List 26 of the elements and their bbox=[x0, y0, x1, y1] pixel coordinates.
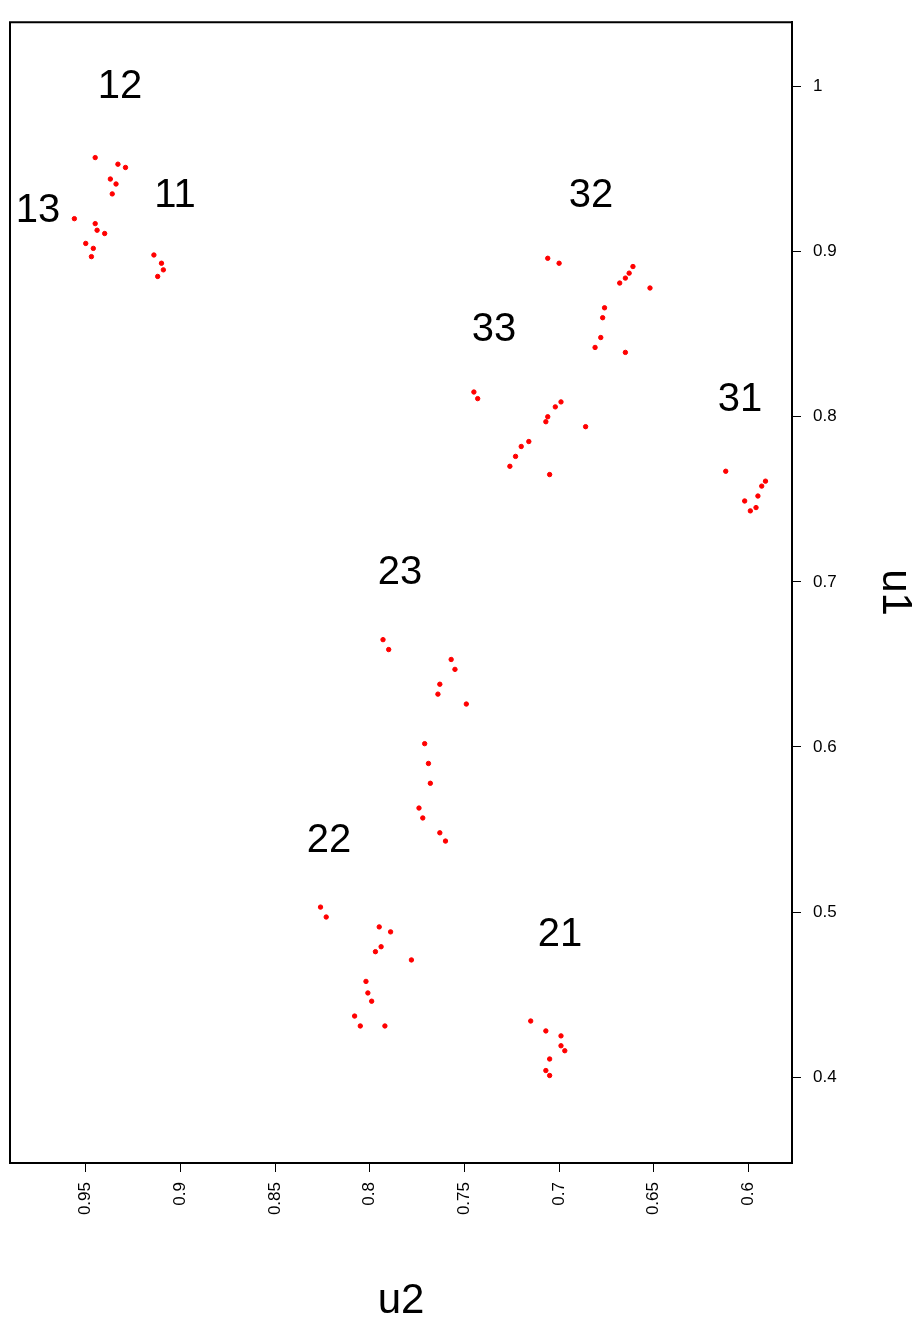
annotation: 21 bbox=[537, 910, 583, 955]
y-tick-label: 0.9 bbox=[813, 241, 837, 261]
y-tick-label: 0.8 bbox=[813, 406, 837, 426]
annotation: 32 bbox=[568, 171, 614, 216]
annotation: 13 bbox=[15, 186, 61, 231]
y-tick-label: 0.7 bbox=[813, 571, 837, 591]
x-tick-label: 0.7 bbox=[548, 1182, 568, 1206]
x-axis-title: u2 bbox=[377, 1275, 425, 1323]
annotation: 33 bbox=[471, 305, 517, 350]
x-tick-label: 0.95 bbox=[75, 1182, 95, 1216]
annotation: 11 bbox=[154, 171, 196, 216]
y-tick-label: 0.6 bbox=[813, 736, 837, 756]
x-tick-label: 0.65 bbox=[643, 1182, 663, 1216]
annotation: 22 bbox=[306, 816, 352, 861]
annotation: 12 bbox=[97, 62, 143, 107]
y-axis-title: u1 bbox=[874, 569, 922, 616]
annotation: 23 bbox=[377, 548, 423, 593]
x-tick-label: 0.85 bbox=[264, 1182, 284, 1216]
x-tick-label: 0.9 bbox=[170, 1182, 190, 1206]
x-tick-label: 0.75 bbox=[454, 1182, 474, 1216]
y-tick-label: 0.4 bbox=[813, 1066, 837, 1086]
annotation: 31 bbox=[717, 375, 763, 420]
x-tick-label: 0.6 bbox=[738, 1182, 758, 1206]
x-tick-label: 0.8 bbox=[359, 1182, 379, 1206]
y-tick-label: 1 bbox=[813, 76, 823, 96]
y-tick-label: 0.5 bbox=[813, 901, 837, 921]
